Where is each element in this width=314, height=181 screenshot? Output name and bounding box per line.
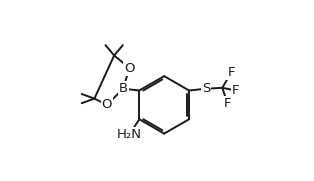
Text: F: F	[224, 98, 231, 110]
Text: O: O	[124, 62, 135, 75]
Text: B: B	[119, 82, 128, 95]
Text: H₂N: H₂N	[117, 128, 142, 141]
Text: O: O	[102, 98, 112, 111]
Text: F: F	[232, 84, 240, 97]
Text: S: S	[202, 82, 210, 95]
Text: F: F	[228, 66, 235, 79]
